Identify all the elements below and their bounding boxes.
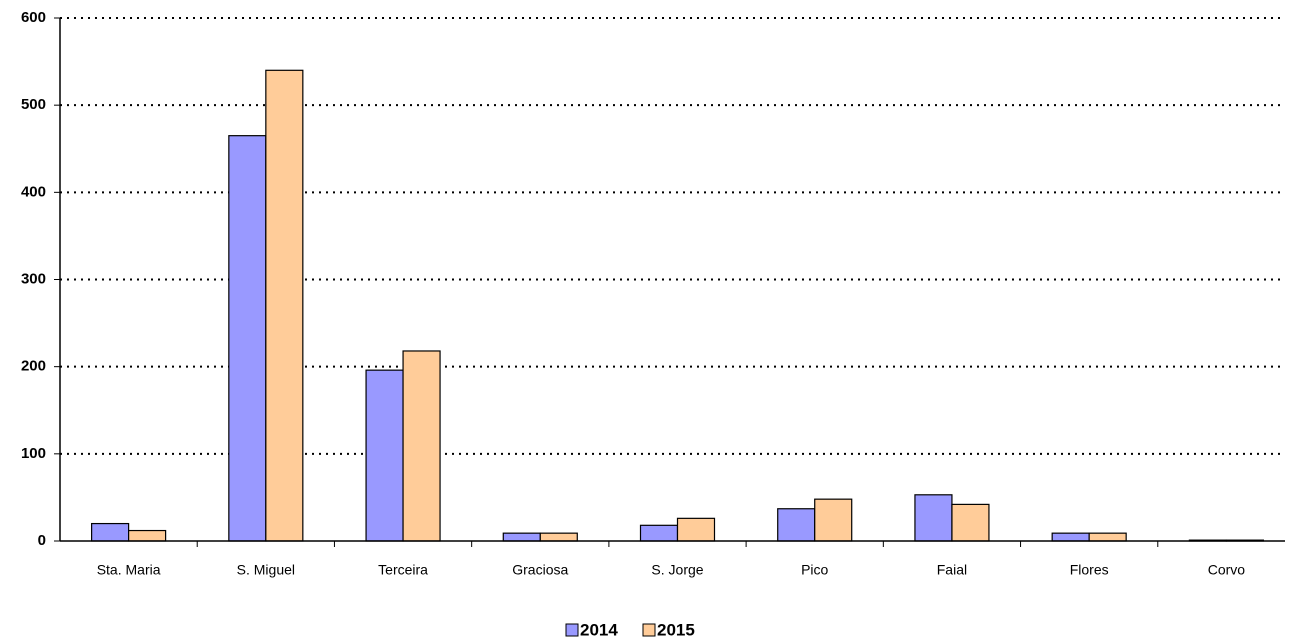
bar — [639, 524, 679, 542]
y-tick-label: 100 — [21, 445, 46, 462]
legend-swatch — [642, 623, 656, 637]
bar — [228, 135, 267, 542]
bar — [128, 529, 167, 542]
bar — [539, 532, 578, 542]
legend-label: 2015 — [657, 620, 695, 639]
x-tick-label: S. Jorge — [651, 562, 703, 578]
y-tick-label: 500 — [21, 96, 46, 113]
bar — [91, 522, 130, 542]
bar — [914, 494, 953, 542]
bar — [265, 69, 304, 542]
bar — [1051, 532, 1090, 542]
bar — [502, 532, 541, 542]
bar — [951, 503, 990, 542]
x-tick-label: Terceira — [378, 562, 428, 578]
x-tick-label: Pico — [801, 562, 828, 578]
bar — [814, 498, 853, 542]
legend-swatch — [565, 623, 579, 637]
bar — [365, 369, 404, 542]
bar — [676, 517, 716, 542]
y-tick-label: 300 — [21, 270, 46, 287]
x-tick-label: Graciosa — [512, 562, 568, 578]
x-tick-label: Flores — [1070, 562, 1109, 578]
y-tick-label: 200 — [21, 358, 46, 375]
bar — [1088, 532, 1127, 542]
bar — [402, 350, 441, 542]
y-tick-label: 400 — [21, 183, 46, 200]
x-tick-label: Faial — [937, 562, 967, 578]
legend-label: 2014 — [580, 620, 618, 639]
bar — [777, 508, 816, 542]
y-tick-label: 0 — [38, 532, 46, 549]
x-tick-label: Corvo — [1208, 562, 1246, 578]
x-tick-label: S. Miguel — [237, 562, 295, 578]
y-tick-label: 600 — [21, 9, 46, 26]
x-tick-label: Sta. Maria — [97, 562, 161, 578]
